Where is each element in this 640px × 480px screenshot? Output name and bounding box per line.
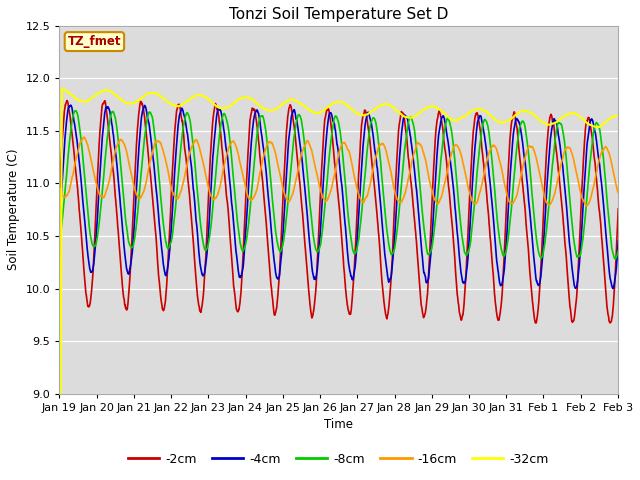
Legend: -2cm, -4cm, -8cm, -16cm, -32cm: -2cm, -4cm, -8cm, -16cm, -32cm	[123, 448, 554, 471]
X-axis label: Time: Time	[324, 418, 353, 431]
-32cm	[394, 108, 401, 114]
-16cm	[81, 134, 88, 140]
Line: -16cm: -16cm	[60, 137, 640, 480]
-8cm	[394, 224, 401, 229]
Text: TZ_fmet: TZ_fmet	[68, 35, 121, 48]
-8cm	[571, 243, 579, 249]
-32cm	[571, 110, 579, 116]
-32cm	[115, 95, 123, 101]
-4cm	[115, 185, 123, 191]
-32cm	[58, 86, 66, 92]
-32cm	[538, 118, 545, 124]
-16cm	[115, 139, 123, 145]
-16cm	[394, 197, 401, 203]
-16cm	[571, 162, 579, 168]
Title: Tonzi Soil Temperature Set D: Tonzi Soil Temperature Set D	[229, 7, 449, 22]
-2cm	[571, 312, 579, 317]
-4cm	[67, 102, 74, 108]
-8cm	[244, 228, 252, 234]
-16cm	[538, 178, 545, 183]
-2cm	[244, 156, 252, 162]
Line: -8cm: -8cm	[60, 110, 640, 480]
Line: -32cm: -32cm	[60, 89, 640, 480]
Line: -2cm: -2cm	[60, 100, 640, 480]
-32cm	[244, 95, 252, 100]
-2cm	[63, 97, 71, 103]
-4cm	[571, 284, 579, 289]
-16cm	[244, 192, 252, 198]
-4cm	[394, 188, 401, 193]
-2cm	[538, 260, 545, 266]
-2cm	[394, 144, 401, 150]
-2cm	[115, 240, 123, 246]
-8cm	[538, 255, 545, 261]
Y-axis label: Soil Temperature (C): Soil Temperature (C)	[7, 149, 20, 271]
-8cm	[72, 108, 79, 113]
-4cm	[244, 199, 252, 204]
-8cm	[115, 144, 123, 150]
-4cm	[538, 270, 545, 276]
Line: -4cm: -4cm	[60, 105, 640, 480]
